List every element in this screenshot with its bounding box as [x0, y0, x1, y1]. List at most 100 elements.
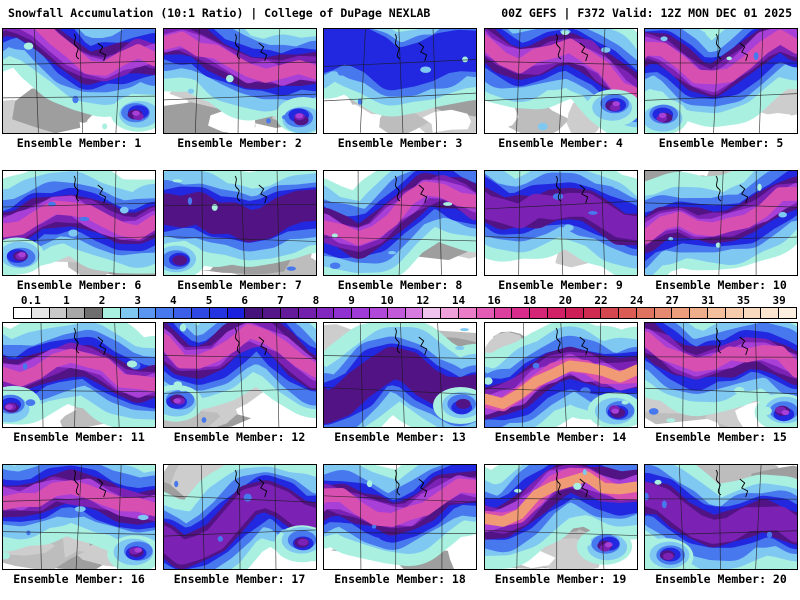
ensemble-member-2-map — [162, 28, 317, 134]
panel-label: Ensemble Member: 10 — [655, 278, 787, 292]
colorbar-segment — [209, 308, 228, 318]
colorbar: 0.1 1 2 3 4 5 6 7 8 9 10 12 14 16 18 20 22 24 27 31 35 39 — [13, 295, 797, 319]
panel-label: Ensemble Member: 6 — [16, 278, 142, 292]
panel-label: Ensemble Member: 18 — [334, 572, 466, 586]
colorbar-segment — [494, 308, 513, 318]
ensemble-member-14-panel: Ensemble Member: 14 — [483, 322, 638, 444]
colorbar-tick: 27 — [665, 294, 679, 307]
panel-label: Ensemble Member: 19 — [494, 572, 627, 586]
colorbar-segment — [476, 308, 495, 318]
colorbar-segment — [743, 308, 762, 318]
colorbar-segment — [458, 308, 477, 318]
colorbar-tick: 39 — [772, 294, 786, 307]
colorbar-tick: 2 — [98, 294, 106, 307]
ensemble-member-13-panel: Ensemble Member: 13 — [323, 322, 477, 444]
ensemble-member-6-panel: Ensemble Member: 6 — [2, 170, 156, 292]
ensemble-row-2: Ensemble Member: 6 Ensemble Member: 7 Ense… — [0, 170, 800, 292]
ensemble-member-5-map — [644, 28, 798, 134]
colorbar-segment — [636, 308, 655, 318]
colorbar-segment — [263, 308, 281, 318]
ensemble-row-3: Ensemble Member: 11 Ensemble Member: 12 En… — [0, 322, 800, 444]
colorbar-segment — [708, 308, 726, 318]
ensemble-member-20-panel: Ensemble Member: 20 — [644, 464, 798, 586]
colorbar-segment — [779, 308, 797, 318]
colorbar-segment — [156, 308, 175, 318]
colorbar-segment — [102, 308, 121, 318]
colorbar-segment — [280, 308, 299, 318]
colorbar-segment — [405, 308, 424, 318]
product-title: Snowfall Accumulation (10:1 Ratio) | Col… — [8, 6, 431, 20]
colorbar-segment — [512, 308, 531, 318]
colorbar-segment — [423, 308, 442, 318]
colorbar-tick: 5 — [205, 294, 213, 307]
colorbar-segment — [654, 308, 673, 318]
model-valid-time: 00Z GEFS | F372 Valid: 12Z MON DEC 01 20… — [501, 6, 792, 20]
colorbar-tick: 8 — [312, 294, 320, 307]
ensemble-member-18-panel: Ensemble Member: 18 — [323, 464, 477, 586]
colorbar-tick: 1 — [63, 294, 70, 307]
colorbar-segment — [174, 308, 192, 318]
ensemble-member-17-map — [162, 464, 317, 570]
ensemble-member-3-panel: Ensemble Member: 3 — [323, 28, 477, 150]
colorbar-segment — [120, 308, 139, 318]
colorbar-segment — [441, 308, 459, 318]
panel-label: Ensemble Member: 13 — [334, 430, 466, 444]
colorbar-segment — [334, 308, 353, 318]
ensemble-member-5-panel: Ensemble Member: 5 — [644, 28, 798, 150]
ensemble-member-16-map — [2, 464, 156, 570]
ensemble-member-12-panel: Ensemble Member: 12 — [162, 322, 317, 444]
ensemble-member-6-map — [2, 170, 156, 276]
colorbar-segment — [298, 308, 317, 318]
ensemble-member-12-map — [162, 322, 317, 428]
panel-label: Ensemble Member: 7 — [177, 278, 302, 292]
colorbar-tick: 14 — [451, 294, 466, 307]
panel-label: Ensemble Member: 5 — [658, 136, 784, 150]
ensemble-member-10-panel: Ensemble Member: 10 — [644, 170, 798, 292]
colorbar-segment — [316, 308, 335, 318]
panel-label: Ensemble Member: 14 — [494, 430, 627, 444]
ensemble-member-7-panel: Ensemble Member: 7 — [162, 170, 317, 292]
ensemble-member-19-map — [483, 464, 638, 570]
ensemble-member-1-panel: Ensemble Member: 1 — [2, 28, 156, 150]
colorbar-segment — [369, 308, 388, 318]
colorbar-segment — [138, 308, 157, 318]
panel-label: Ensemble Member: 8 — [337, 278, 463, 292]
ensemble-member-7-map — [162, 170, 317, 276]
ensemble-member-1-map — [2, 28, 156, 134]
ensemble-member-4-map — [483, 28, 638, 134]
colorbar-segment — [565, 308, 584, 318]
colorbar-scale — [13, 307, 797, 319]
ensemble-member-8-panel: Ensemble Member: 8 — [323, 170, 477, 292]
colorbar-tick: 9 — [348, 294, 355, 307]
colorbar-tick: 0.1 — [20, 294, 41, 307]
ensemble-member-19-panel: Ensemble Member: 19 — [483, 464, 638, 586]
ensemble-member-9-panel: Ensemble Member: 9 — [483, 170, 638, 292]
panel-label: Ensemble Member: 15 — [655, 430, 787, 444]
colorbar-tick: 3 — [134, 294, 142, 307]
colorbar-segment — [31, 308, 50, 318]
colorbar-segment — [49, 308, 68, 318]
header: Snowfall Accumulation (10:1 Ratio) | Col… — [0, 0, 800, 20]
colorbar-tick: 6 — [241, 294, 248, 307]
colorbar-segment — [387, 308, 406, 318]
colorbar-tick: 22 — [594, 294, 608, 307]
colorbar-segment — [191, 308, 210, 318]
colorbar-tick-labels: 0.1 1 2 3 4 5 6 7 8 9 10 12 14 16 18 20 22 24 27 31 35 39 — [13, 295, 797, 307]
colorbar-tick: 4 — [170, 294, 177, 307]
colorbar-tick: 20 — [558, 294, 572, 307]
ensemble-member-16-panel: Ensemble Member: 16 — [2, 464, 156, 586]
colorbar-segment — [672, 308, 691, 318]
ensemble-member-20-map — [644, 464, 798, 570]
panel-label: Ensemble Member: 3 — [337, 136, 463, 150]
colorbar-segment — [761, 308, 780, 318]
colorbar-segment — [85, 308, 103, 318]
ensemble-member-10-map — [644, 170, 798, 276]
ensemble-member-17-panel: Ensemble Member: 17 — [162, 464, 317, 586]
panel-label: Ensemble Member: 20 — [655, 572, 787, 586]
panel-label: Ensemble Member: 9 — [498, 278, 623, 292]
colorbar-segment — [530, 308, 548, 318]
colorbar-segment — [245, 308, 264, 318]
colorbar-tick: 7 — [276, 294, 284, 307]
colorbar-segment — [227, 308, 246, 318]
panel-label: Ensemble Member: 4 — [498, 136, 623, 150]
